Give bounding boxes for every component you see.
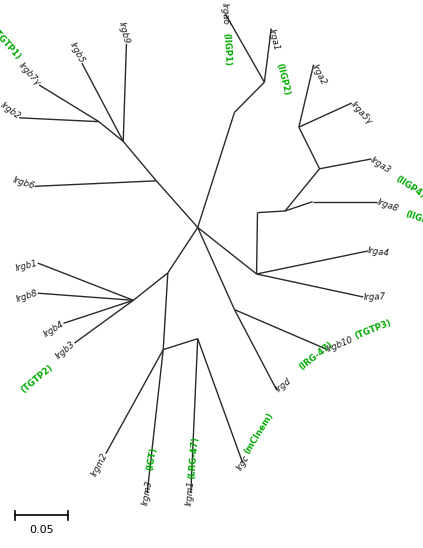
Text: (IGT): (IGT): [146, 446, 159, 471]
Text: (IIGP5): (IIGP5): [404, 209, 423, 230]
Text: Irga5γ: Irga5γ: [349, 100, 374, 127]
Text: Irga6: Irga6: [220, 2, 231, 25]
Text: 0.05: 0.05: [29, 525, 54, 535]
Text: (TGTP1): (TGTP1): [0, 27, 22, 61]
Text: Irga8: Irga8: [376, 197, 399, 214]
Text: (TGTP3): (TGTP3): [353, 318, 393, 340]
Text: Irgb10: Irgb10: [326, 335, 355, 354]
Text: (IIGP4): (IIGP4): [394, 174, 423, 200]
Text: Irgc: Irgc: [235, 454, 251, 472]
Text: Irga1: Irga1: [267, 27, 281, 51]
Text: Irgd: Irgd: [274, 376, 293, 393]
Text: Irgb1: Irgb1: [15, 259, 39, 273]
Text: Irgb5: Irgb5: [67, 41, 86, 65]
Text: (IIGP2): (IIGP2): [274, 62, 291, 96]
Text: (LRG-47): (LRG-47): [187, 436, 200, 480]
Text: Irga4: Irga4: [367, 247, 390, 259]
Text: Irgb3: Irgb3: [55, 340, 77, 361]
Text: (mCInem): (mCInem): [242, 410, 275, 455]
Text: (TGTP2): (TGTP2): [19, 362, 55, 395]
Text: Irgm2: Irgm2: [90, 452, 110, 478]
Text: Irga2: Irga2: [310, 62, 328, 87]
Text: (IRG-47): (IRG-47): [297, 340, 335, 372]
Text: (IIGP1): (IIGP1): [222, 32, 232, 66]
Text: Irgb9: Irgb9: [117, 21, 131, 45]
Text: Irga7: Irga7: [363, 292, 386, 301]
Text: Irgm1: Irgm1: [185, 480, 196, 506]
Text: Irgm3: Irgm3: [140, 480, 154, 506]
Text: Irgb8: Irgb8: [15, 289, 39, 304]
Text: Irgb4: Irgb4: [42, 319, 66, 339]
Text: Irgb7γ: Irgb7γ: [17, 61, 42, 88]
Text: Irgb6: Irgb6: [12, 175, 36, 191]
Text: Irgb2: Irgb2: [0, 101, 22, 122]
Text: Irga3: Irga3: [369, 155, 393, 175]
